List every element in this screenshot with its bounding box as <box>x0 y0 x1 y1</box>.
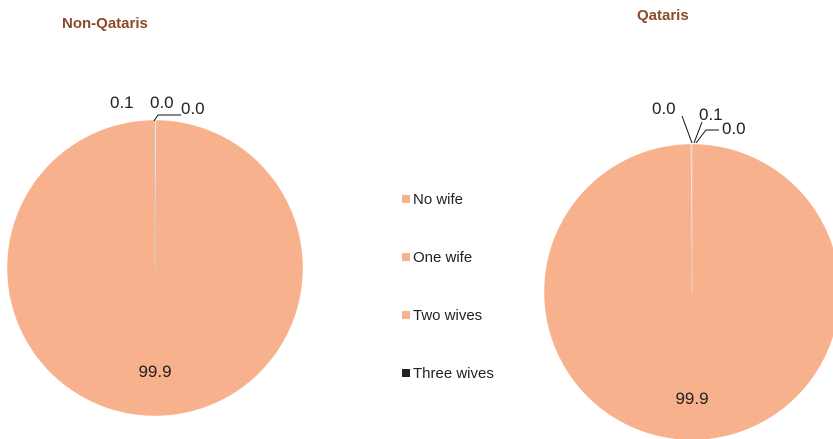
data-label: 0.0 <box>722 119 746 138</box>
leader-line <box>681 115 693 144</box>
data-label: 99.9 <box>675 389 708 408</box>
legend-item: Three wives <box>402 363 494 383</box>
leader-line <box>153 114 181 122</box>
data-label: 99.9 <box>138 362 171 381</box>
legend-label: Three wives <box>413 364 494 382</box>
legend-item: One wife <box>402 247 494 267</box>
data-label: 0.1 <box>110 93 134 112</box>
data-label: 0.0 <box>181 99 205 118</box>
leader-line <box>695 129 719 144</box>
legend-label: One wife <box>413 248 473 266</box>
legend-item: No wife <box>402 189 494 209</box>
legend: No wife One wife Two wives Three wives <box>402 189 494 421</box>
legend-label: No wife <box>413 190 464 208</box>
legend-label: Two wives <box>413 306 483 324</box>
legend-item: Two wives <box>402 305 494 325</box>
leader-line <box>693 121 703 144</box>
legend-swatch <box>402 253 410 261</box>
data-label: 0.0 <box>652 99 676 118</box>
chart-title-qataris: Qataris <box>637 7 689 24</box>
legend-swatch <box>402 369 410 377</box>
legend-swatch <box>402 311 410 319</box>
legend-swatch <box>402 195 410 203</box>
chart-title-non-qataris: Non-Qataris <box>62 15 148 32</box>
pie-slice <box>543 143 833 439</box>
data-label: 0.1 <box>699 105 723 124</box>
data-label: 0.0 <box>150 93 174 112</box>
